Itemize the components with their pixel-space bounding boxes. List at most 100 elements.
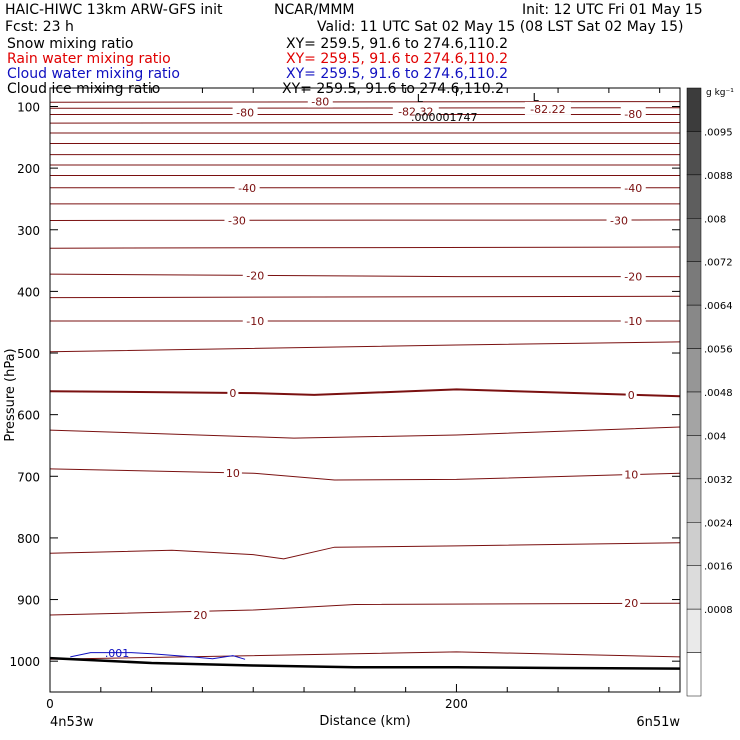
- colorbar-swatch: [686, 218, 702, 262]
- colorbar: .0095 .0088 .008 .0072 .0064 .0056 .0048 .004 .0…: [686, 87, 733, 697]
- contour-label-layer: -80 -80 -80 -82.22 -82.32 -40 -40 -30 -30 -20 -20 -…: [191, 91, 646, 622]
- cloud-water-label: .001: [105, 647, 130, 660]
- colorbar-label: .0008: [704, 605, 733, 616]
- colorbar-label: .0056: [704, 345, 733, 356]
- isotherm-line: [49, 219, 681, 221]
- isotherm-label-bg: [606, 213, 632, 227]
- isotherm-line: [49, 388, 681, 398]
- forecast-hour: Fcst: 23 h: [5, 19, 74, 35]
- colorbar-swatch: [686, 435, 702, 480]
- y-tick-label: 900: [17, 594, 40, 608]
- isotherm-label: 0: [628, 389, 635, 402]
- isotherm-layer: [49, 101, 681, 660]
- isotherm-label: 20: [193, 609, 207, 622]
- colorbar-swatch: [686, 565, 702, 610]
- isotherm-label: -80: [624, 108, 642, 121]
- isotherm-label-bg: [191, 607, 210, 621]
- isotherm-label: -40: [624, 182, 642, 195]
- isotherm-line: [49, 602, 681, 616]
- isotherm-label: -30: [610, 215, 628, 228]
- y-tick-label: 1000: [9, 655, 40, 669]
- isotherm-label: -20: [624, 271, 642, 284]
- terrain-line: [49, 656, 681, 670]
- colorbar-swatch: [686, 87, 702, 132]
- isotherm-label: -80: [236, 107, 254, 120]
- isotherm-label-bg: [620, 313, 646, 327]
- colorbar-label: .0024: [704, 518, 733, 529]
- y-tick-label: 400: [17, 285, 40, 299]
- isotherm-line: [49, 273, 680, 278]
- isotherm-label: -40: [238, 182, 256, 195]
- isotherm-line: [49, 295, 681, 299]
- isotherm-label-bg: [524, 101, 571, 115]
- field-name-rain: Rain water mixing ratio: [7, 51, 171, 67]
- field-xy-snow: XY= 259.5, 91.6 to 274.6,110.2: [286, 36, 509, 52]
- colorbar-swatch: [686, 131, 702, 176]
- field-name-snow: Snow mixing ratio: [7, 36, 134, 52]
- isotherm-label: 20: [624, 597, 638, 610]
- extremum-label: .000001747: [411, 111, 477, 124]
- colorbar-label: .0048: [704, 388, 733, 399]
- colorbar-swatch: [686, 391, 702, 436]
- colorbar-unit: g kg⁻¹: [706, 88, 734, 98]
- y-tick-label: 800: [17, 532, 40, 546]
- isotherm-label: 10: [226, 467, 240, 480]
- isotherm-label-bg: [242, 268, 268, 282]
- colorbar-label: .0072: [704, 258, 733, 269]
- x-end-label-right: 6n51w: [636, 715, 680, 730]
- colorbar-swatch: [686, 608, 702, 653]
- isotherm-line: [49, 101, 681, 103]
- colorbar-label: .0016: [704, 562, 733, 573]
- colorbar-swatch: [686, 348, 702, 393]
- isotherm-label: 0: [229, 387, 236, 400]
- field-xy-rain: XY= 259.5, 91.6 to 274.6,110.2: [286, 51, 509, 67]
- valid-time: Valid: 11 UTC Sat 02 May 15 (08 LST Sat …: [317, 19, 684, 35]
- colorbar-swatch: [686, 652, 702, 697]
- isotherm-label: -82.22: [530, 103, 565, 116]
- colorbar-label: .008: [704, 214, 726, 225]
- isotherm-label-bg: [307, 94, 333, 108]
- isotherm-label-bg: [223, 466, 242, 480]
- isotherm-label-bg: [224, 213, 250, 227]
- isotherm-line: [49, 542, 681, 560]
- cloud-water-layer: .001: [70, 647, 246, 660]
- field-name-cloud-water: Cloud water mixing ratio: [7, 66, 180, 82]
- colorbar-label: .0095: [704, 127, 733, 138]
- y-tick-label: 700: [17, 470, 40, 484]
- x-end-label-left: 4n53w: [50, 715, 94, 730]
- colorbar-swatch: [686, 261, 702, 306]
- isotherm-label-bg: [622, 467, 641, 481]
- colorbar-swatch: [686, 304, 702, 349]
- y-tick-label: 600: [17, 409, 40, 423]
- isotherm-label: -10: [246, 315, 264, 328]
- x-tick-label: 200: [445, 697, 468, 711]
- isotherm-label-bg: [620, 106, 646, 120]
- colorbar-swatch: [686, 478, 702, 523]
- isotherm-line: [49, 468, 681, 481]
- y-axis-label: Pressure (hPa): [3, 348, 18, 441]
- y-tick-label: 200: [17, 162, 40, 176]
- isotherm-label: 10: [624, 468, 638, 481]
- isotherm-label-bg: [234, 180, 260, 194]
- isotherm-label-bg: [625, 387, 637, 401]
- colorbar-swatch: [686, 174, 702, 219]
- isotherm-label: -30: [228, 215, 246, 228]
- isotherm-line: [49, 426, 681, 439]
- isotherm-line: [49, 246, 681, 249]
- extremum-label: L: [417, 92, 424, 105]
- colorbar-label: .004: [704, 431, 726, 442]
- colorbar-swatch: [686, 522, 702, 566]
- y-tick-label: 100: [17, 100, 40, 114]
- isotherm-line: [49, 341, 681, 353]
- terrain-layer: [49, 656, 681, 670]
- isotherm-label: -10: [624, 315, 642, 328]
- isotherm-label-bg: [232, 105, 258, 119]
- colorbar-label: .0088: [704, 171, 733, 182]
- org-title: NCAR/MMM: [274, 2, 355, 18]
- colorbar-label: .0032: [704, 475, 733, 486]
- field-xy-cloud-ice: XY= 259.5, 91.6 to 274.6,110.2: [282, 81, 505, 97]
- isotherm-label-bg: [392, 104, 439, 118]
- isotherm-label-bg: [242, 313, 268, 327]
- x-tick-label: 0: [46, 697, 54, 711]
